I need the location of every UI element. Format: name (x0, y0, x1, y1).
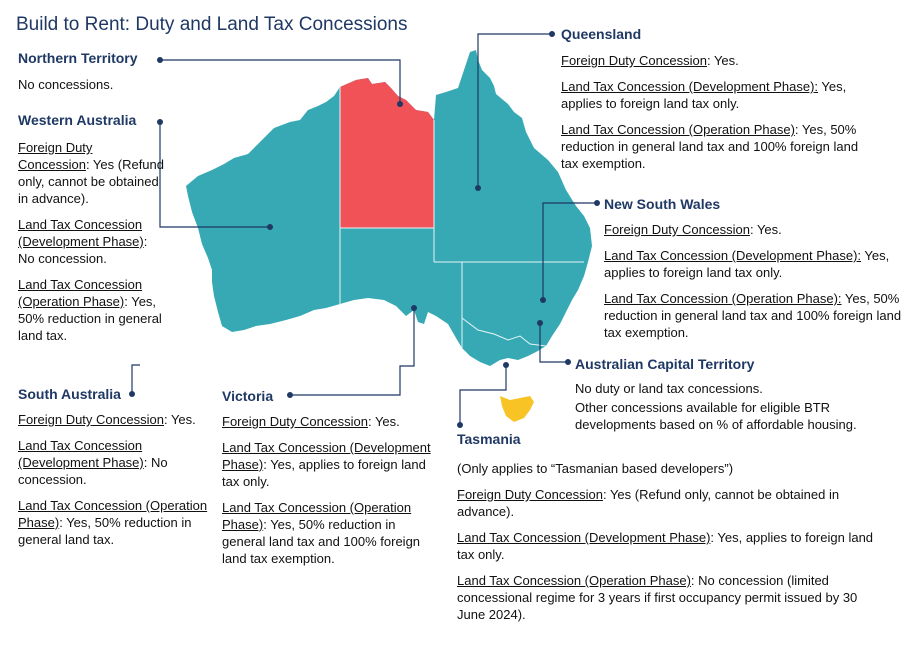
qld-heading: Queensland (561, 26, 642, 42)
wa-duty-text: : Yes (Refund only, cannot be obtained i… (18, 157, 164, 206)
wa-text: Foreign Duty Concession: Yes (Refund onl… (18, 139, 166, 344)
vic-dev-label: Land Tax Concession (Development Phase) (222, 440, 431, 472)
qld-op-label: Land Tax Concession (Operation Phase) (561, 122, 795, 137)
vic-text: Foreign Duty Concession: Yes. Land Tax C… (222, 413, 442, 567)
state-borders (339, 87, 584, 348)
connector-dots (129, 31, 600, 428)
wa-op-label: Land Tax Concession (Operation Phase) (18, 277, 143, 309)
tas-text: (Only applies to “Tasmanian based develo… (457, 460, 887, 623)
tas-op-text: : No concession (limited concessional re… (457, 573, 858, 622)
act-line1: No duty or land tax concessions. (575, 381, 763, 396)
northern-territory-shape (340, 78, 434, 228)
qld-duty-label: Foreign Duty Concession (561, 53, 707, 68)
vic-dev-text: : Yes, applies to foreign land tax only. (222, 457, 426, 489)
tas-heading: Tasmania (457, 431, 521, 447)
wa-op-text: : Yes, 50% reduction in general land tax… (18, 294, 162, 343)
tas-op-label: Land Tax Concession (Operation Phase) (457, 573, 691, 588)
vic-duty-text: : Yes. (367, 414, 400, 429)
nsw-dev-label: Land Tax Concession (Development Phase): (604, 248, 862, 263)
act-heading: Australian Capital Territory (575, 356, 755, 372)
tas-dev-text: : Yes, applies to foreign land tax only. (457, 530, 874, 562)
act-text: No duty or land tax concessions. Other c… (575, 380, 905, 433)
wa-duty-label: Foreign Duty Concession (18, 140, 93, 172)
qld-duty-text: : Yes. (706, 53, 739, 68)
act-line2: Other concessions available for eligible… (575, 400, 857, 432)
nsw-text: Foreign Duty Concession: Yes. Land Tax C… (604, 221, 902, 341)
nsw-op-label: Land Tax Concession (Operation Phase): (604, 291, 842, 306)
nsw-duty-text: : Yes. (749, 222, 782, 237)
sa-duty-label: Foreign Duty Concession (18, 412, 164, 427)
sa-heading: South Australia (18, 386, 121, 402)
sa-dev-label: Land Tax Concession (Development Phase) (18, 438, 144, 470)
tasmania-shape (500, 396, 534, 422)
sa-dev-text: : No concession. (18, 455, 168, 487)
nt-heading: Northern Territory (18, 50, 138, 66)
tas-duty-label: Foreign Duty Concession (457, 487, 603, 502)
nsw-duty-label: Foreign Duty Concession (604, 222, 750, 237)
vic-op-label: Land Tax Concession (Operation Phase) (222, 500, 412, 532)
tas-dev-label: Land Tax Concession (Development Phase) (457, 530, 711, 545)
page-title: Build to Rent: Duty and Land Tax Concess… (16, 14, 408, 35)
qld-text: Foreign Duty Concession: Yes. Land Tax C… (561, 52, 891, 172)
wa-dev-label: Land Tax Concession (Development Phase) (18, 217, 144, 249)
nt-text: No concessions. (18, 76, 218, 93)
nsw-heading: New South Wales (604, 196, 721, 212)
wa-dev-text: : No concession. (18, 234, 148, 266)
vic-duty-label: Foreign Duty Concession (222, 414, 368, 429)
tas-duty-text: : Yes (Refund only, cannot be obtained i… (457, 487, 840, 519)
vic-heading: Victoria (222, 388, 274, 404)
nsw-dev-text: Yes, applies to foreign land tax only. (604, 248, 890, 280)
connector-lines (131, 33, 597, 425)
wa-heading: Western Australia (18, 112, 137, 128)
qld-op-text: : Yes, 50% reduction in general land tax… (561, 122, 859, 171)
sa-op-text: : Yes, 50% reduction in general land tax… (18, 515, 192, 547)
sa-duty-text: : Yes. (163, 412, 196, 427)
vic-op-text: : Yes, 50% reduction in general land tax… (222, 517, 421, 566)
nt-line: No concessions. (18, 77, 114, 92)
qld-dev-label: Land Tax Concession (Development Phase): (561, 79, 819, 94)
nsw-op-text: Yes, 50% reduction in general land tax a… (604, 291, 902, 340)
tas-note: (Only applies to “Tasmanian based develo… (457, 461, 734, 476)
qld-dev-text: Yes, applies to foreign land tax only. (561, 79, 847, 111)
sa-text: Foreign Duty Concession: Yes. Land Tax C… (18, 411, 213, 548)
sa-op-label: Land Tax Concession (Operation Phase) (18, 498, 208, 530)
